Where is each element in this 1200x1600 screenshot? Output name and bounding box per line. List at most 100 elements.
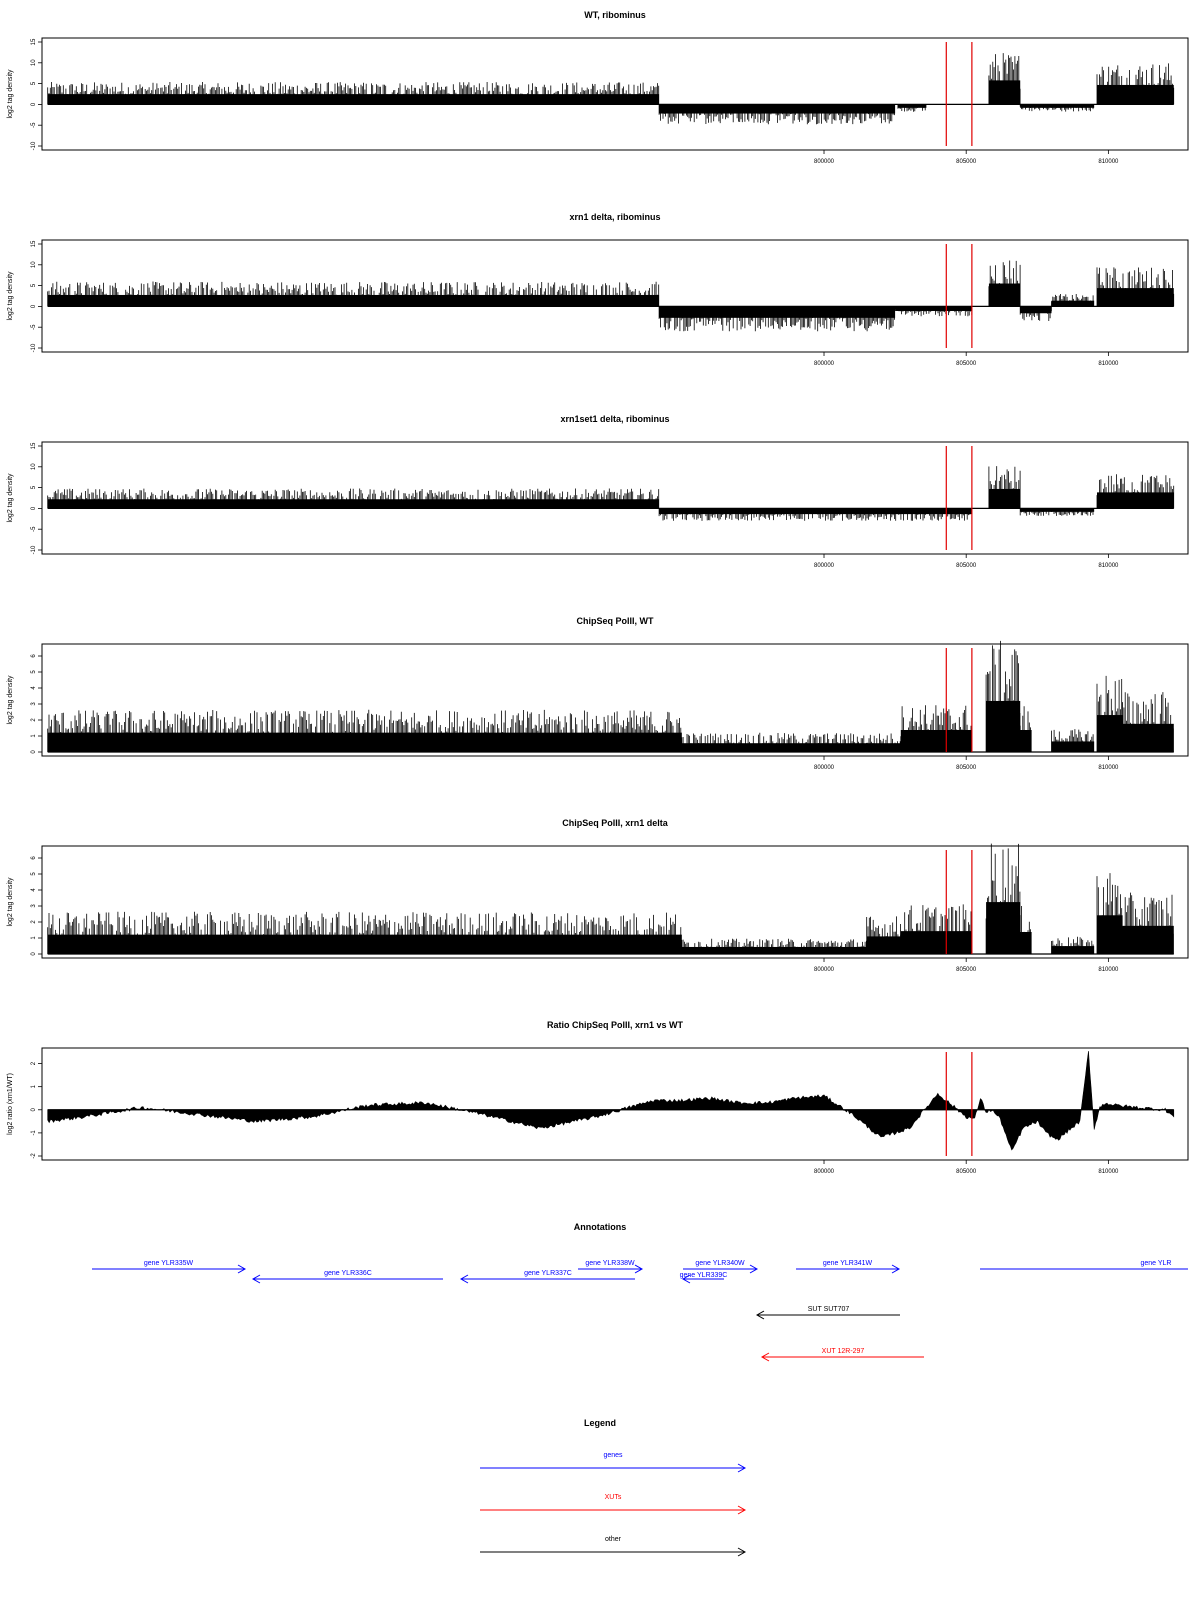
signal-bars — [658, 508, 972, 521]
y-tick-label: -2 — [31, 1153, 37, 1159]
y-tick-label: -10 — [31, 343, 37, 352]
signal-bars — [985, 843, 1021, 954]
annotation-label: XUT 12R-297 — [822, 1348, 865, 1355]
y-tick-label: 6 — [31, 856, 37, 860]
x-tick-label: 810000 — [1098, 967, 1119, 973]
chart-title: ChipSeq PolII, xrn1 delta — [562, 818, 669, 828]
y-tick-label: 0 — [31, 304, 37, 308]
x-tick-label: 810000 — [1098, 765, 1119, 771]
arrow-head — [681, 1274, 691, 1284]
y-tick-label: 2 — [31, 1061, 37, 1065]
annotation-label: gene YLR335W — [144, 1260, 194, 1267]
signal-segment — [1051, 946, 1095, 954]
signal-bars — [1019, 104, 1094, 112]
plot-frame — [41, 239, 1189, 353]
chart-title: xrn1 delta, ribominus — [569, 212, 660, 222]
arrow-head — [459, 1274, 469, 1284]
arrow-head — [237, 1264, 247, 1274]
signal-bars — [1096, 63, 1175, 105]
signal-bars — [681, 732, 901, 752]
x-tick-label: 800000 — [814, 1169, 835, 1175]
annotation-label: gene YLR341W — [823, 1260, 873, 1267]
plot-frame — [41, 845, 1189, 959]
signal-bars — [47, 281, 660, 307]
signal-bars — [985, 640, 1021, 752]
y-tick-label: 4 — [31, 686, 37, 690]
annotation-label: gene YLR337C — [524, 1270, 572, 1277]
y-tick-label: 10 — [31, 261, 37, 268]
x-tick-label: 800000 — [814, 967, 835, 973]
plot-frame — [41, 643, 1189, 757]
signal-bars — [988, 260, 1021, 307]
y-tick-label: -5 — [31, 526, 37, 532]
y-tick-label: 4 — [31, 888, 37, 892]
y-tick-label: 10 — [31, 463, 37, 470]
signal-bars — [1122, 892, 1174, 954]
signal-bars — [1122, 692, 1174, 752]
signal-bars — [47, 488, 660, 509]
annotation-label: gene YLR336C — [324, 1270, 372, 1277]
annotation-label: SUT SUT707 — [808, 1306, 850, 1313]
x-tick-label: 805000 — [956, 765, 977, 771]
signal-bars — [47, 82, 660, 105]
arrow-head — [891, 1264, 901, 1274]
chart-title: xrn1set1 delta, ribominus — [560, 414, 669, 424]
arrow-head — [634, 1264, 644, 1274]
signal-bars — [658, 306, 895, 332]
signal-bars — [47, 709, 682, 752]
y-tick-label: 2 — [31, 718, 37, 722]
y-tick-label: 1 — [31, 1084, 37, 1088]
signal-segment — [895, 306, 972, 311]
x-tick-label: 805000 — [956, 563, 977, 569]
y-tick-label: 3 — [31, 904, 37, 908]
signal-segment — [1020, 508, 1095, 512]
y-axis-label: log2 tag density — [7, 271, 14, 321]
signal-bars — [1051, 729, 1094, 752]
y-tick-label: 5 — [31, 485, 37, 489]
y-tick-label: -1 — [31, 1130, 37, 1136]
arrow-head — [749, 1264, 759, 1274]
signal-bars — [1051, 294, 1094, 307]
y-axis-label: log2 tag density — [7, 69, 14, 119]
annotations-title: Annotations — [574, 1222, 627, 1232]
x-tick-label: 810000 — [1098, 159, 1119, 165]
signal-bars — [988, 466, 1021, 509]
signal-bars — [866, 916, 901, 954]
signal-bars — [900, 904, 972, 954]
chart-title: Ratio ChipSeq PolII, xrn1 vs WT — [547, 1020, 684, 1030]
y-axis-label: log2 tag density — [7, 675, 14, 725]
x-tick-label: 805000 — [956, 1169, 977, 1175]
annotation-label: gene YLR — [1140, 1260, 1171, 1267]
y-axis-label: log2 tag density — [7, 877, 14, 927]
y-tick-label: 2 — [31, 920, 37, 924]
arrow-head — [251, 1274, 261, 1284]
signal-segment — [1051, 300, 1095, 307]
arrow-head — [755, 1310, 765, 1320]
signal-bars — [1019, 508, 1094, 516]
y-tick-label: -10 — [31, 141, 37, 150]
x-tick-label: 805000 — [956, 159, 977, 165]
y-tick-label: 3 — [31, 702, 37, 706]
legend-label: XUTs — [605, 1494, 622, 1501]
signal-segment — [1020, 932, 1032, 954]
y-axis-label: log2 tag density — [7, 473, 14, 523]
y-tick-label: 15 — [31, 240, 37, 247]
y-tick-label: 6 — [31, 654, 37, 658]
y-tick-label: 15 — [31, 38, 37, 45]
y-tick-label: -5 — [31, 122, 37, 128]
x-tick-label: 810000 — [1098, 361, 1119, 367]
y-tick-label: 10 — [31, 59, 37, 66]
signal-bars — [1019, 906, 1031, 954]
signal-bars — [1096, 267, 1175, 307]
signal-bars — [897, 104, 926, 112]
chart-title: ChipSeq PolII, WT — [577, 616, 654, 626]
arrow-head — [760, 1352, 770, 1362]
y-tick-label: 1 — [31, 936, 37, 940]
y-tick-label: -5 — [31, 324, 37, 330]
x-tick-label: 810000 — [1098, 1169, 1119, 1175]
signal-bars — [900, 705, 972, 752]
x-tick-label: 805000 — [956, 967, 977, 973]
annotation-label: gene YLR340W — [695, 1260, 745, 1267]
